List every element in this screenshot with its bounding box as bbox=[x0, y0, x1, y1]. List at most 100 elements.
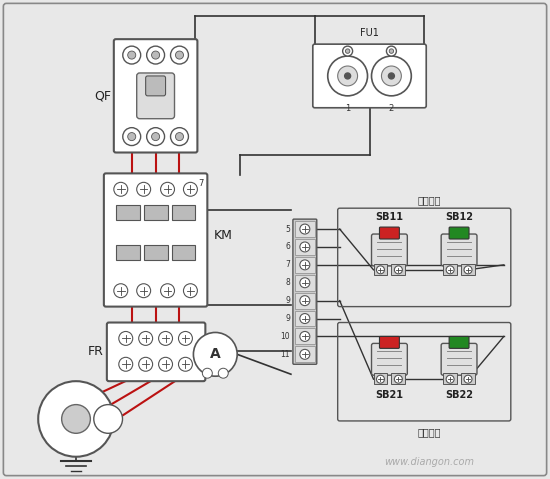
Circle shape bbox=[388, 73, 394, 79]
Circle shape bbox=[300, 331, 310, 342]
FancyBboxPatch shape bbox=[114, 39, 197, 152]
Text: 7: 7 bbox=[199, 179, 204, 188]
Text: www.diangon.com: www.diangon.com bbox=[384, 456, 474, 467]
FancyBboxPatch shape bbox=[371, 343, 408, 375]
FancyBboxPatch shape bbox=[449, 227, 469, 239]
Circle shape bbox=[338, 66, 358, 86]
FancyBboxPatch shape bbox=[313, 44, 426, 108]
Circle shape bbox=[371, 56, 411, 96]
Circle shape bbox=[123, 127, 141, 146]
Circle shape bbox=[194, 332, 237, 376]
Bar bbox=[461, 373, 475, 384]
Text: QF: QF bbox=[94, 90, 111, 103]
Bar bbox=[443, 373, 457, 384]
Bar bbox=[116, 205, 140, 220]
FancyBboxPatch shape bbox=[379, 336, 399, 348]
Circle shape bbox=[218, 368, 228, 378]
Text: FR: FR bbox=[88, 345, 104, 358]
Circle shape bbox=[446, 266, 454, 274]
Circle shape bbox=[300, 242, 310, 252]
Circle shape bbox=[128, 51, 136, 59]
FancyBboxPatch shape bbox=[107, 322, 205, 381]
Circle shape bbox=[179, 331, 192, 345]
Circle shape bbox=[94, 405, 123, 433]
Text: SB11: SB11 bbox=[376, 212, 403, 222]
Circle shape bbox=[161, 284, 174, 297]
FancyBboxPatch shape bbox=[441, 234, 477, 266]
Circle shape bbox=[119, 357, 133, 371]
Circle shape bbox=[147, 46, 164, 64]
Circle shape bbox=[394, 375, 403, 383]
Circle shape bbox=[464, 375, 472, 383]
Bar bbox=[295, 310, 315, 327]
Circle shape bbox=[300, 260, 310, 270]
Circle shape bbox=[62, 405, 90, 433]
Bar bbox=[295, 275, 315, 291]
Circle shape bbox=[300, 349, 310, 359]
Circle shape bbox=[175, 133, 184, 141]
Text: SB21: SB21 bbox=[376, 390, 403, 400]
Bar bbox=[295, 346, 315, 362]
Text: FU1: FU1 bbox=[360, 28, 379, 38]
Text: SB22: SB22 bbox=[445, 390, 473, 400]
Circle shape bbox=[152, 133, 160, 141]
Text: 1: 1 bbox=[345, 104, 350, 113]
Bar bbox=[373, 373, 387, 384]
Circle shape bbox=[179, 357, 192, 371]
Circle shape bbox=[114, 182, 128, 196]
Bar bbox=[172, 205, 195, 220]
Bar bbox=[295, 293, 315, 308]
Text: 9: 9 bbox=[285, 314, 290, 323]
FancyBboxPatch shape bbox=[104, 173, 207, 307]
FancyBboxPatch shape bbox=[293, 219, 317, 364]
Circle shape bbox=[389, 49, 394, 53]
Text: 8: 8 bbox=[285, 278, 290, 287]
Bar bbox=[461, 264, 475, 275]
Text: 乙地控制: 乙地控制 bbox=[417, 427, 441, 437]
Circle shape bbox=[147, 127, 164, 146]
Bar bbox=[392, 373, 405, 384]
FancyBboxPatch shape bbox=[3, 3, 547, 476]
Text: 7: 7 bbox=[285, 261, 290, 269]
Circle shape bbox=[139, 357, 152, 371]
Circle shape bbox=[38, 381, 114, 457]
Circle shape bbox=[158, 331, 173, 345]
Bar bbox=[144, 205, 168, 220]
Circle shape bbox=[382, 66, 402, 86]
Text: KM: KM bbox=[213, 228, 232, 241]
Text: 9: 9 bbox=[285, 296, 290, 305]
Circle shape bbox=[152, 51, 160, 59]
Circle shape bbox=[175, 51, 184, 59]
Bar bbox=[443, 264, 457, 275]
Circle shape bbox=[184, 182, 197, 196]
Bar bbox=[392, 264, 405, 275]
Bar bbox=[295, 221, 315, 237]
Text: 6: 6 bbox=[285, 242, 290, 251]
Circle shape bbox=[139, 331, 152, 345]
Circle shape bbox=[446, 375, 454, 383]
Circle shape bbox=[170, 127, 189, 146]
Bar bbox=[295, 239, 315, 255]
Circle shape bbox=[114, 284, 128, 297]
Circle shape bbox=[300, 224, 310, 234]
FancyBboxPatch shape bbox=[441, 343, 477, 375]
Bar bbox=[172, 245, 195, 260]
Bar bbox=[144, 245, 168, 260]
Bar bbox=[295, 329, 315, 344]
Circle shape bbox=[161, 182, 174, 196]
Circle shape bbox=[119, 331, 133, 345]
Circle shape bbox=[377, 266, 384, 274]
Circle shape bbox=[345, 49, 350, 53]
Text: 甲地控制: 甲地控制 bbox=[417, 195, 441, 205]
Circle shape bbox=[328, 56, 367, 96]
Bar bbox=[295, 257, 315, 273]
Circle shape bbox=[300, 278, 310, 288]
Bar bbox=[116, 245, 140, 260]
Circle shape bbox=[394, 266, 403, 274]
Circle shape bbox=[343, 46, 353, 56]
Circle shape bbox=[184, 284, 197, 297]
Circle shape bbox=[387, 46, 397, 56]
Text: 5: 5 bbox=[285, 225, 290, 234]
Circle shape bbox=[300, 314, 310, 323]
FancyBboxPatch shape bbox=[137, 73, 174, 119]
